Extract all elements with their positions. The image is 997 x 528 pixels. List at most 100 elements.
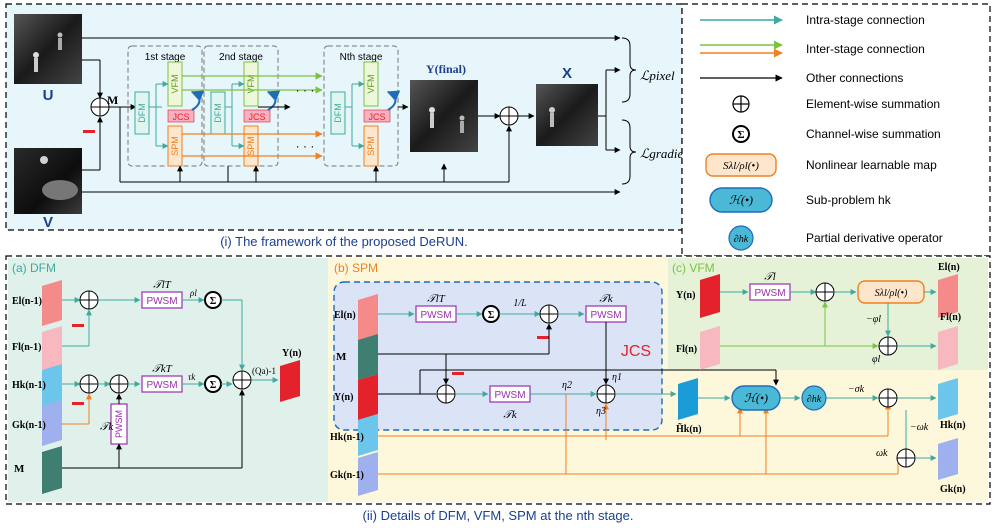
spm-label-1: SPM	[170, 136, 180, 156]
spm-1l-label: 1/L	[513, 298, 527, 309]
minus-sign-spm-2	[452, 372, 464, 375]
legend-label-subproblem: Sub-problem hk	[806, 193, 892, 207]
spm-input-el-label: El(n)	[334, 310, 356, 321]
svg-text:Σ: Σ	[737, 129, 744, 141]
stageN-label: Nth stage	[340, 52, 383, 63]
dfm-output-label: Y(n)	[282, 348, 301, 359]
framework-m-label: M	[107, 93, 118, 107]
dfm-tkt-label: 𝒯kT	[152, 363, 172, 375]
vfm-input-y	[700, 274, 720, 318]
spm-tlt-label: 𝒯lT	[427, 293, 445, 305]
vfm-neg-omega-label: −ωk	[910, 422, 929, 433]
legend-partial-symbol: ∂hk	[734, 234, 749, 245]
legend-label-inter: Inter-stage connection	[806, 42, 925, 56]
spm-input-el	[358, 294, 378, 342]
vfm-output-el-label: El(n)	[938, 262, 960, 273]
svg-text:Σ: Σ	[488, 310, 495, 321]
spm-tk2-label: 𝒯k	[503, 409, 517, 421]
minus-sign-dfm	[72, 324, 84, 327]
spm-eta2-label: η2	[562, 380, 572, 391]
loss-pixel-label: ℒpixel	[640, 68, 675, 83]
jcs-title: JCS	[621, 343, 651, 360]
vfm-output-hk-label: Hk(n)	[940, 420, 966, 431]
spm-input-gk-label: Gk(n-1)	[330, 470, 364, 481]
svg-text:Σ: Σ	[210, 380, 217, 391]
spm-input-y	[358, 374, 378, 420]
dfm-pwsm-v-label: PWSM	[114, 410, 124, 438]
jcs-label-n: JCS	[368, 112, 385, 122]
vfm-output-fl	[938, 326, 958, 370]
vfm-label-1: VFM	[170, 75, 180, 94]
dfm-output-y	[280, 360, 300, 402]
input-u-label: U	[43, 87, 54, 104]
sub-problem-symbol: ℋ(•)	[744, 391, 768, 405]
stage-dots-top: · · ·	[296, 83, 315, 97]
vfm-pwsm-label: PWSM	[754, 288, 785, 299]
dfm-tau-label: τk	[188, 372, 196, 382]
vfm-label-2: VFM	[246, 75, 256, 94]
dfm-input-el: El(n-1)	[12, 296, 42, 307]
spm-eta3-label: η3	[596, 406, 606, 417]
legend-map-symbol: Sλl/ρl(•)	[723, 160, 759, 172]
legend-sub-symbol: ℋ(•)	[729, 193, 753, 207]
legend-subproblem-icon	[709, 187, 773, 213]
spm-eta1-label: η1	[612, 372, 622, 383]
dfm-label-2: DFM	[213, 103, 223, 123]
dfm-title: (a) DFM	[12, 261, 56, 275]
dfm-label-n: DFM	[333, 103, 343, 123]
legend-label-partial: Partial derivative operator	[806, 231, 943, 245]
svg-text:Σ: Σ	[210, 296, 217, 307]
legend-label-elementwise: Element-wise summation	[806, 97, 940, 111]
spm-input-gk	[358, 452, 378, 496]
details-caption: (ii) Details of DFM, VFM, SPM at the nth…	[363, 508, 634, 523]
stage-dots-bottom: · · ·	[296, 139, 315, 153]
dfm-qa-label: (Qa)-1	[252, 366, 276, 376]
spm-label-2: SPM	[246, 136, 256, 156]
spm-tk-label: 𝒯k	[599, 293, 613, 305]
vfm-neg-sigma-label: −σk	[848, 384, 865, 395]
dfm-input-fl: Fl(n-1)	[12, 342, 41, 353]
spm-output-hk-tilde	[678, 378, 698, 420]
vfm-input-fl-label: Fl(n)	[676, 344, 697, 355]
dfm-tlt-label: 𝒯lT	[153, 279, 171, 291]
spm-input-hk	[358, 414, 378, 456]
vfm-output-gk-label: Gk(n)	[940, 484, 966, 495]
x-output-label: X	[562, 65, 572, 82]
dfm-input-m: M	[14, 463, 25, 475]
spm-pwsm-3-label: PWSM	[494, 390, 525, 401]
spm-output-label: H̃k(n)	[676, 422, 702, 435]
jcs-label-1: JCS	[172, 112, 189, 122]
vfm-neg-phi-label: −φl	[866, 314, 881, 325]
dfm-box-1	[134, 91, 150, 135]
jcs-box-1	[167, 109, 195, 123]
vfm-input-fl	[700, 326, 720, 370]
input-v-image	[14, 148, 82, 214]
legend-channel-sum-icon	[732, 125, 750, 143]
jcs-box-n	[363, 109, 391, 123]
vfm-output-hk	[938, 378, 958, 420]
jcs-label-2: JCS	[248, 112, 265, 122]
spm-input-y-label: Y(n)	[334, 392, 353, 403]
dfm-tk-label: 𝒯k	[100, 421, 114, 433]
spm-title: (b) SPM	[334, 261, 378, 275]
vfm-output-fl-label: Fl(n)	[940, 312, 961, 323]
spm-pwsm-2-label: PWSM	[590, 310, 621, 321]
vfm-omega-label: ωk	[876, 448, 888, 459]
dfm-pwsm-1-label: PWSM	[146, 296, 177, 307]
dfm-inputs: El(n-1) Fl(n-1) Hk(n-1) Gk(n-1) M	[12, 280, 62, 494]
vfm-input-y-label: Y(n)	[676, 290, 695, 301]
vfm-map-symbol: Sλl/ρl(•)	[875, 288, 908, 299]
spm-input-m-label: M	[336, 351, 347, 363]
minus-sign-framework	[83, 130, 95, 133]
minus-sign-dfm-2	[72, 402, 84, 405]
loss-gradient-label: ℒgradient	[640, 146, 694, 161]
legend-label-map: Nonlinear learnable map	[806, 158, 937, 172]
vfm-title: (c) VFM	[672, 261, 715, 275]
dfm-box-n	[330, 91, 346, 135]
legend-label-intra: Intra-stage connection	[806, 13, 925, 27]
loss-brace-gradient	[621, 119, 637, 185]
spm-input-m	[358, 334, 378, 380]
vfm-phi-label: φl	[872, 354, 881, 365]
input-u-image	[14, 14, 82, 84]
